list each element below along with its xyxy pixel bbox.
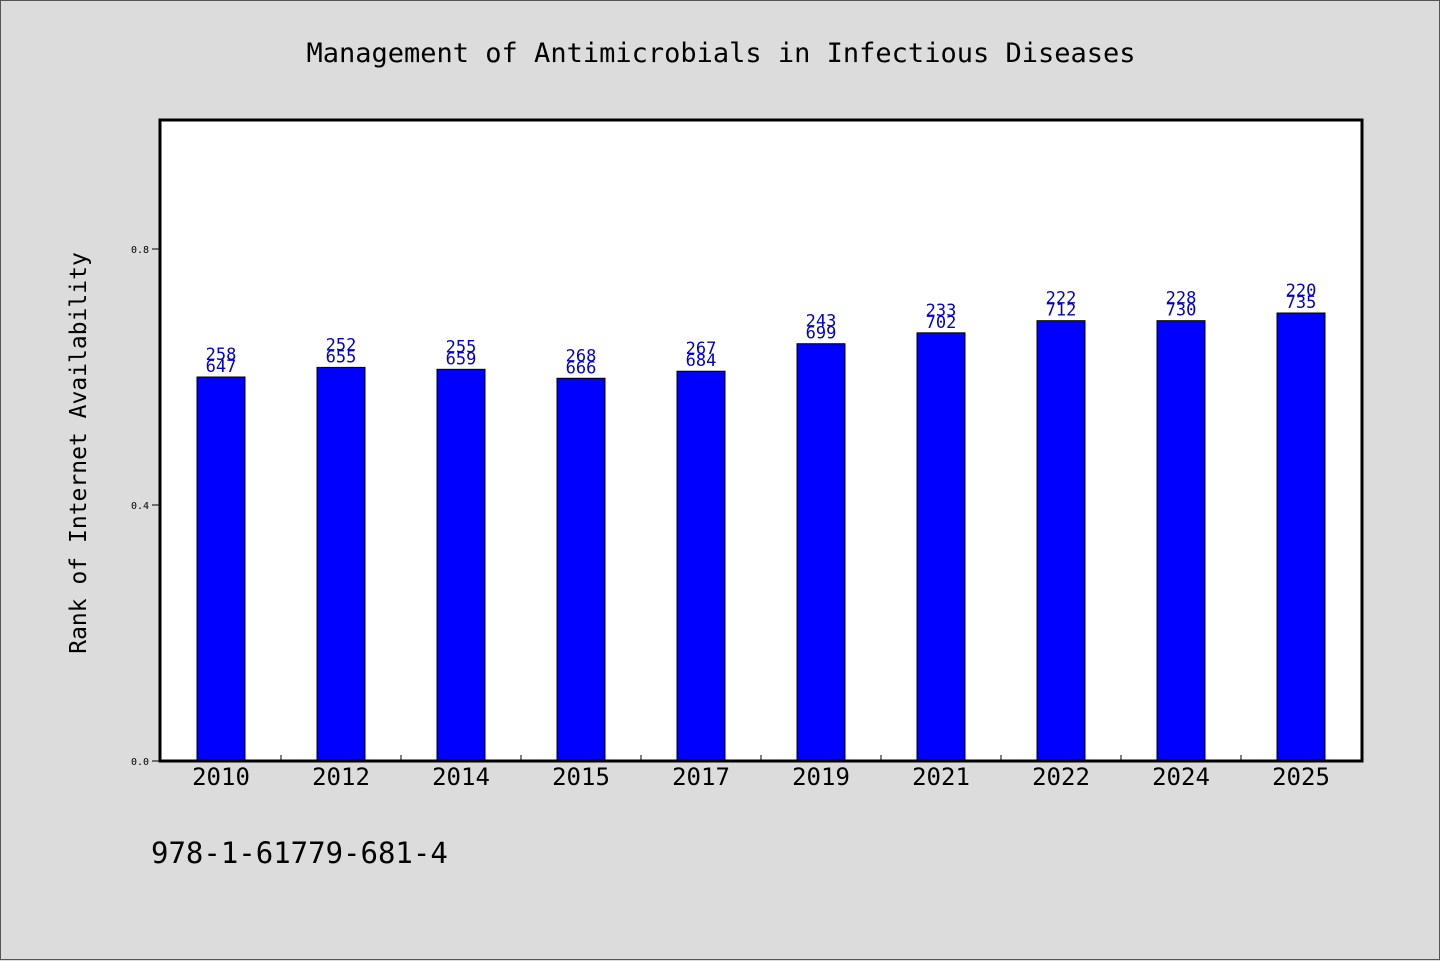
bar [676,370,726,762]
bar [916,332,966,762]
data-label-top: 233 [926,301,957,321]
data-label-top: 267 [686,339,717,359]
plot-frame [158,118,1364,763]
x-tick-label: 2019 [792,763,850,791]
y-axis-label: Rank of Internet Availability [66,252,92,654]
bar [1156,320,1206,762]
data-label-bottom: 699 [806,324,837,344]
data-label-top: 268 [566,346,597,366]
data-label-bottom: 666 [566,358,597,378]
footer-isbn: 978-1-61779-681-4 [151,836,448,870]
data-label-top: 243 [806,312,837,332]
data-label-top: 228 [1166,289,1197,309]
data-label-bottom: 684 [686,351,717,371]
x-tick-label: 2024 [1152,763,1210,791]
bar [1276,312,1326,762]
data-label-top: 258 [206,345,237,365]
y-tick-label: 0.4 [131,501,149,512]
chart-title: Management of Antimicrobials in Infectio… [306,38,1135,69]
data-label-bottom: 730 [1166,301,1197,321]
bar [196,376,246,762]
x-tick-label: 2021 [912,763,970,791]
x-tick-label: 2010 [192,763,250,791]
bar [1036,320,1086,762]
data-label-bottom: 655 [326,347,357,367]
x-tick-label: 2015 [552,763,610,791]
y-tick-label: 0.8 [131,245,149,256]
x-tick-label: 2017 [672,763,730,791]
x-tick-label: 2014 [432,763,490,791]
data-label-bottom: 647 [206,357,237,377]
bar [436,368,486,762]
x-tick-label: 2012 [312,763,370,791]
data-label-top: 252 [326,335,357,355]
bar [556,377,606,762]
bar [796,343,846,762]
data-label-top: 220 [1286,281,1317,301]
data-label-bottom: 659 [446,349,477,369]
data-label-top: 222 [1046,289,1077,309]
data-label-top: 255 [446,337,477,357]
data-label-bottom: 702 [926,313,957,333]
data-label-bottom: 735 [1286,293,1317,313]
bar [316,366,366,762]
data-label-bottom: 712 [1046,301,1077,321]
x-tick-label: 2022 [1032,763,1090,791]
x-tick-label: 2025 [1272,763,1330,791]
y-tick-label: 0.0 [131,757,149,768]
